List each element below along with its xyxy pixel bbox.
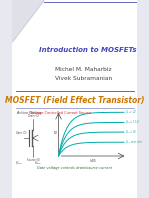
Text: $V_{GS}=1.5V$: $V_{GS}=1.5V$	[125, 119, 140, 126]
Text: $V_{DS}$: $V_{DS}$	[89, 157, 97, 165]
Text: Gate (G): Gate (G)	[15, 131, 26, 135]
Text: $I_D$: $I_D$	[53, 129, 58, 137]
Text: Drain (D): Drain (D)	[28, 114, 39, 118]
Polygon shape	[12, 0, 44, 42]
Text: $V_{GS}$ near min: $V_{GS}$ near min	[125, 138, 143, 146]
Text: Active Device:: Active Device:	[17, 111, 43, 115]
Text: $V_{GS}=2V$: $V_{GS}=2V$	[125, 109, 138, 116]
Text: Introduction to MOSFETs: Introduction to MOSFETs	[39, 47, 137, 53]
Text: Vivek Subramanian: Vivek Subramanian	[55, 75, 112, 81]
Text: Michel M. Maharbiz: Michel M. Maharbiz	[55, 67, 112, 71]
Text: Voltage Controlled Current Source: Voltage Controlled Current Source	[30, 111, 91, 115]
Text: Source (S): Source (S)	[27, 158, 40, 162]
Text: MOSFET (Field Effect Transistor): MOSFET (Field Effect Transistor)	[5, 95, 144, 105]
Text: $V_{GS}$: $V_{GS}$	[15, 159, 23, 167]
Text: $V_{GS}=1V$: $V_{GS}=1V$	[125, 128, 138, 136]
Text: $V_{DS}$: $V_{DS}$	[34, 159, 41, 167]
Text: Gate voltage controls drain/source current: Gate voltage controls drain/source curre…	[37, 166, 112, 170]
